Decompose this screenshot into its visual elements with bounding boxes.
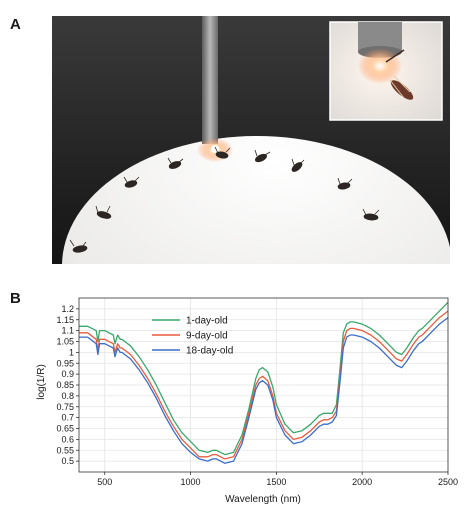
y-tick-label: 0.85 bbox=[56, 380, 74, 390]
y-tick-label: 0.65 bbox=[56, 424, 74, 434]
panel-a-label: A bbox=[10, 16, 21, 33]
y-tick-label: 0.8 bbox=[61, 391, 74, 401]
x-tick-label: 500 bbox=[97, 477, 112, 487]
grid bbox=[79, 298, 449, 472]
inset-photo bbox=[329, 21, 443, 121]
photo-mosquitoes-on-plate bbox=[52, 16, 450, 264]
spectra-chart: 500 1000 1500 2000 2500 0.50.550.60.650.70.75… bbox=[36, 297, 458, 505]
axes: 500 1000 1500 2000 2500 0.50.550.60.650.70.75… bbox=[56, 297, 458, 487]
y-tick-label: 0.6 bbox=[61, 434, 74, 444]
y-tick-label: 0.95 bbox=[56, 358, 74, 368]
y-tick-label: 1.05 bbox=[56, 337, 74, 347]
y-tick-label: 0.75 bbox=[56, 402, 74, 412]
y-tick-label: 0.9 bbox=[61, 369, 74, 379]
series-lines bbox=[79, 301, 449, 464]
y-tick-label: 0.55 bbox=[56, 445, 74, 455]
series-line-3 bbox=[79, 317, 449, 464]
y-axis-label: log(1/R) bbox=[36, 364, 47, 400]
x-tick-label: 1000 bbox=[181, 477, 201, 487]
series-line-2 bbox=[79, 310, 449, 460]
legend: 1-day-old 9-day-old 18-day-old bbox=[152, 316, 233, 357]
series-line-1 bbox=[79, 301, 449, 456]
y-tick-label: 1 bbox=[69, 347, 74, 357]
photo-illustration bbox=[52, 16, 450, 264]
x-tick-label: 2000 bbox=[352, 477, 372, 487]
y-tick-label: 1.1 bbox=[61, 326, 74, 336]
panel-b-label: B bbox=[10, 290, 21, 307]
y-tick-label: 0.7 bbox=[61, 413, 74, 423]
mosquito-specimens bbox=[69, 146, 380, 253]
y-tick-label: 1.2 bbox=[61, 304, 74, 314]
x-tick-label: 2500 bbox=[438, 477, 458, 487]
x-axis-label: Wavelength (nm) bbox=[225, 494, 301, 505]
legend-label-2: 9-day-old bbox=[186, 331, 228, 342]
legend-label-1: 1-day-old bbox=[186, 316, 228, 327]
y-tick-label: 1.15 bbox=[56, 315, 74, 325]
legend-label-3: 18-day-old bbox=[186, 346, 233, 357]
probe bbox=[202, 16, 218, 144]
y-tick-label: 0.5 bbox=[61, 456, 74, 466]
x-tick-label: 1500 bbox=[266, 477, 286, 487]
